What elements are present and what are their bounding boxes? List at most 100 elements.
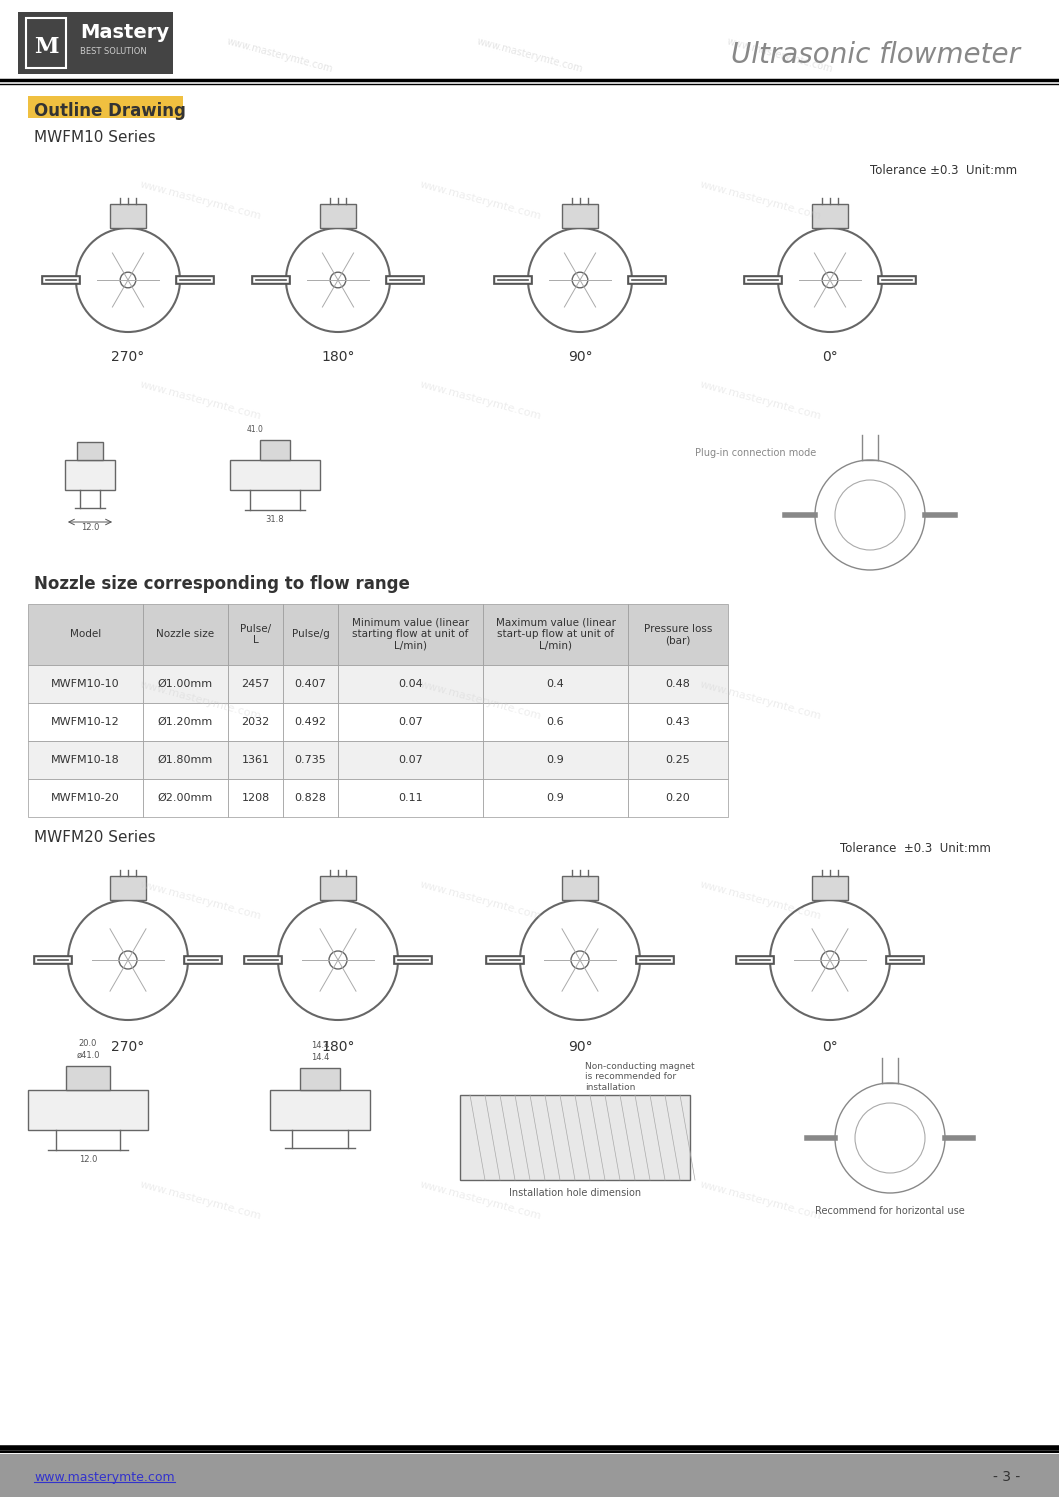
Text: 270°: 270° [111,350,145,364]
FancyBboxPatch shape [143,603,228,665]
FancyBboxPatch shape [320,204,356,228]
Text: Mastery: Mastery [80,24,169,42]
FancyBboxPatch shape [812,876,848,900]
FancyBboxPatch shape [628,778,728,817]
FancyBboxPatch shape [283,778,338,817]
FancyBboxPatch shape [483,665,628,702]
FancyBboxPatch shape [483,603,628,665]
Text: 1361: 1361 [241,754,269,765]
FancyBboxPatch shape [283,603,338,665]
FancyBboxPatch shape [283,702,338,741]
Text: Nozzle size corresponding to flow range: Nozzle size corresponding to flow range [34,575,410,593]
FancyBboxPatch shape [812,204,848,228]
FancyBboxPatch shape [0,1454,1059,1497]
Text: 2457: 2457 [241,678,270,689]
Text: 0°: 0° [822,1040,838,1054]
Text: Model: Model [70,629,101,639]
FancyBboxPatch shape [77,442,103,460]
FancyBboxPatch shape [283,665,338,702]
FancyBboxPatch shape [28,778,143,817]
Text: www.masterymte.com: www.masterymte.com [698,1180,822,1222]
FancyBboxPatch shape [338,603,483,665]
Text: ø41.0: ø41.0 [76,1051,100,1060]
Text: www.masterymte.com: www.masterymte.com [725,36,834,73]
FancyBboxPatch shape [228,603,283,665]
FancyBboxPatch shape [110,204,146,228]
Text: 270°: 270° [111,1040,145,1054]
Text: Recommend for horizontal use: Recommend for horizontal use [815,1207,965,1216]
FancyBboxPatch shape [110,876,146,900]
Text: Ø1.80mm: Ø1.80mm [158,754,213,765]
FancyBboxPatch shape [143,778,228,817]
Text: 0.25: 0.25 [666,754,690,765]
FancyBboxPatch shape [28,96,183,118]
FancyBboxPatch shape [320,876,356,900]
Text: MWFM10-12: MWFM10-12 [51,717,120,728]
Text: Tolerance  ±0.3  Unit:mm: Tolerance ±0.3 Unit:mm [840,841,991,855]
FancyBboxPatch shape [28,603,143,665]
Text: 31.8: 31.8 [266,515,284,524]
Text: www.masterymte.com: www.masterymte.com [418,680,542,722]
FancyBboxPatch shape [28,741,143,778]
Text: Pressure loss
(bar): Pressure loss (bar) [644,624,713,645]
FancyBboxPatch shape [483,702,628,741]
Text: 0.48: 0.48 [665,678,690,689]
FancyBboxPatch shape [228,702,283,741]
Text: 0.07: 0.07 [398,754,423,765]
Text: 0.492: 0.492 [294,717,326,728]
Text: BEST SOLUTION: BEST SOLUTION [80,48,147,57]
Text: 0.407: 0.407 [294,678,326,689]
Text: 12.0: 12.0 [80,522,100,531]
Text: 2032: 2032 [241,717,270,728]
Text: www.masterymte.com: www.masterymte.com [138,180,262,222]
Text: www.masterymte.com: www.masterymte.com [34,1470,175,1484]
FancyBboxPatch shape [628,741,728,778]
FancyBboxPatch shape [338,665,483,702]
FancyBboxPatch shape [143,702,228,741]
Text: www.masterymte.com: www.masterymte.com [698,180,822,222]
FancyBboxPatch shape [228,778,283,817]
Text: Installation hole dimension: Installation hole dimension [509,1189,641,1198]
Text: www.masterymte.com: www.masterymte.com [698,680,822,722]
Text: M: M [34,36,58,58]
Text: www.masterymte.com: www.masterymte.com [418,180,542,222]
FancyBboxPatch shape [562,876,598,900]
Text: - 3 -: - 3 - [992,1470,1020,1484]
FancyBboxPatch shape [483,778,628,817]
Text: Pulse/
L: Pulse/ L [240,624,271,645]
Text: www.masterymte.com: www.masterymte.com [418,1180,542,1222]
Text: 14.4: 14.4 [310,1052,329,1061]
Text: 180°: 180° [321,1040,355,1054]
Text: 41.0: 41.0 [247,425,264,434]
Text: Ø2.00mm: Ø2.00mm [158,793,213,802]
FancyBboxPatch shape [628,702,728,741]
Text: MWFM10-20: MWFM10-20 [51,793,120,802]
Text: www.masterymte.com: www.masterymte.com [698,379,822,421]
FancyBboxPatch shape [228,741,283,778]
FancyBboxPatch shape [338,741,483,778]
FancyBboxPatch shape [28,1090,148,1130]
Text: Non-conducting magnet
is recommended for
installation: Non-conducting magnet is recommended for… [585,1061,695,1091]
Text: Outline Drawing: Outline Drawing [34,102,186,120]
Text: www.masterymte.com: www.masterymte.com [138,879,262,921]
Text: MWFM20 Series: MWFM20 Series [34,829,156,844]
FancyBboxPatch shape [270,1090,370,1130]
FancyBboxPatch shape [143,741,228,778]
Text: 0.9: 0.9 [546,793,564,802]
Text: 0.11: 0.11 [398,793,423,802]
Text: Maximum value (linear
start-up flow at unit of
L/min): Maximum value (linear start-up flow at u… [496,618,615,651]
Text: Ø1.00mm: Ø1.00mm [158,678,213,689]
Text: Minimum value (linear
starting flow at unit of
L/min): Minimum value (linear starting flow at u… [352,618,469,651]
FancyBboxPatch shape [300,1067,340,1090]
FancyBboxPatch shape [562,204,598,228]
Text: 0.9: 0.9 [546,754,564,765]
Text: MWFM10-10: MWFM10-10 [51,678,120,689]
FancyBboxPatch shape [228,665,283,702]
Text: 90°: 90° [568,350,592,364]
Text: 0.20: 0.20 [666,793,690,802]
Text: Ø1.20mm: Ø1.20mm [158,717,213,728]
Text: www.masterymte.com: www.masterymte.com [138,379,262,421]
Text: www.masterymte.com: www.masterymte.com [698,879,822,921]
Text: Plug-in connection mode: Plug-in connection mode [695,448,816,458]
FancyBboxPatch shape [628,665,728,702]
